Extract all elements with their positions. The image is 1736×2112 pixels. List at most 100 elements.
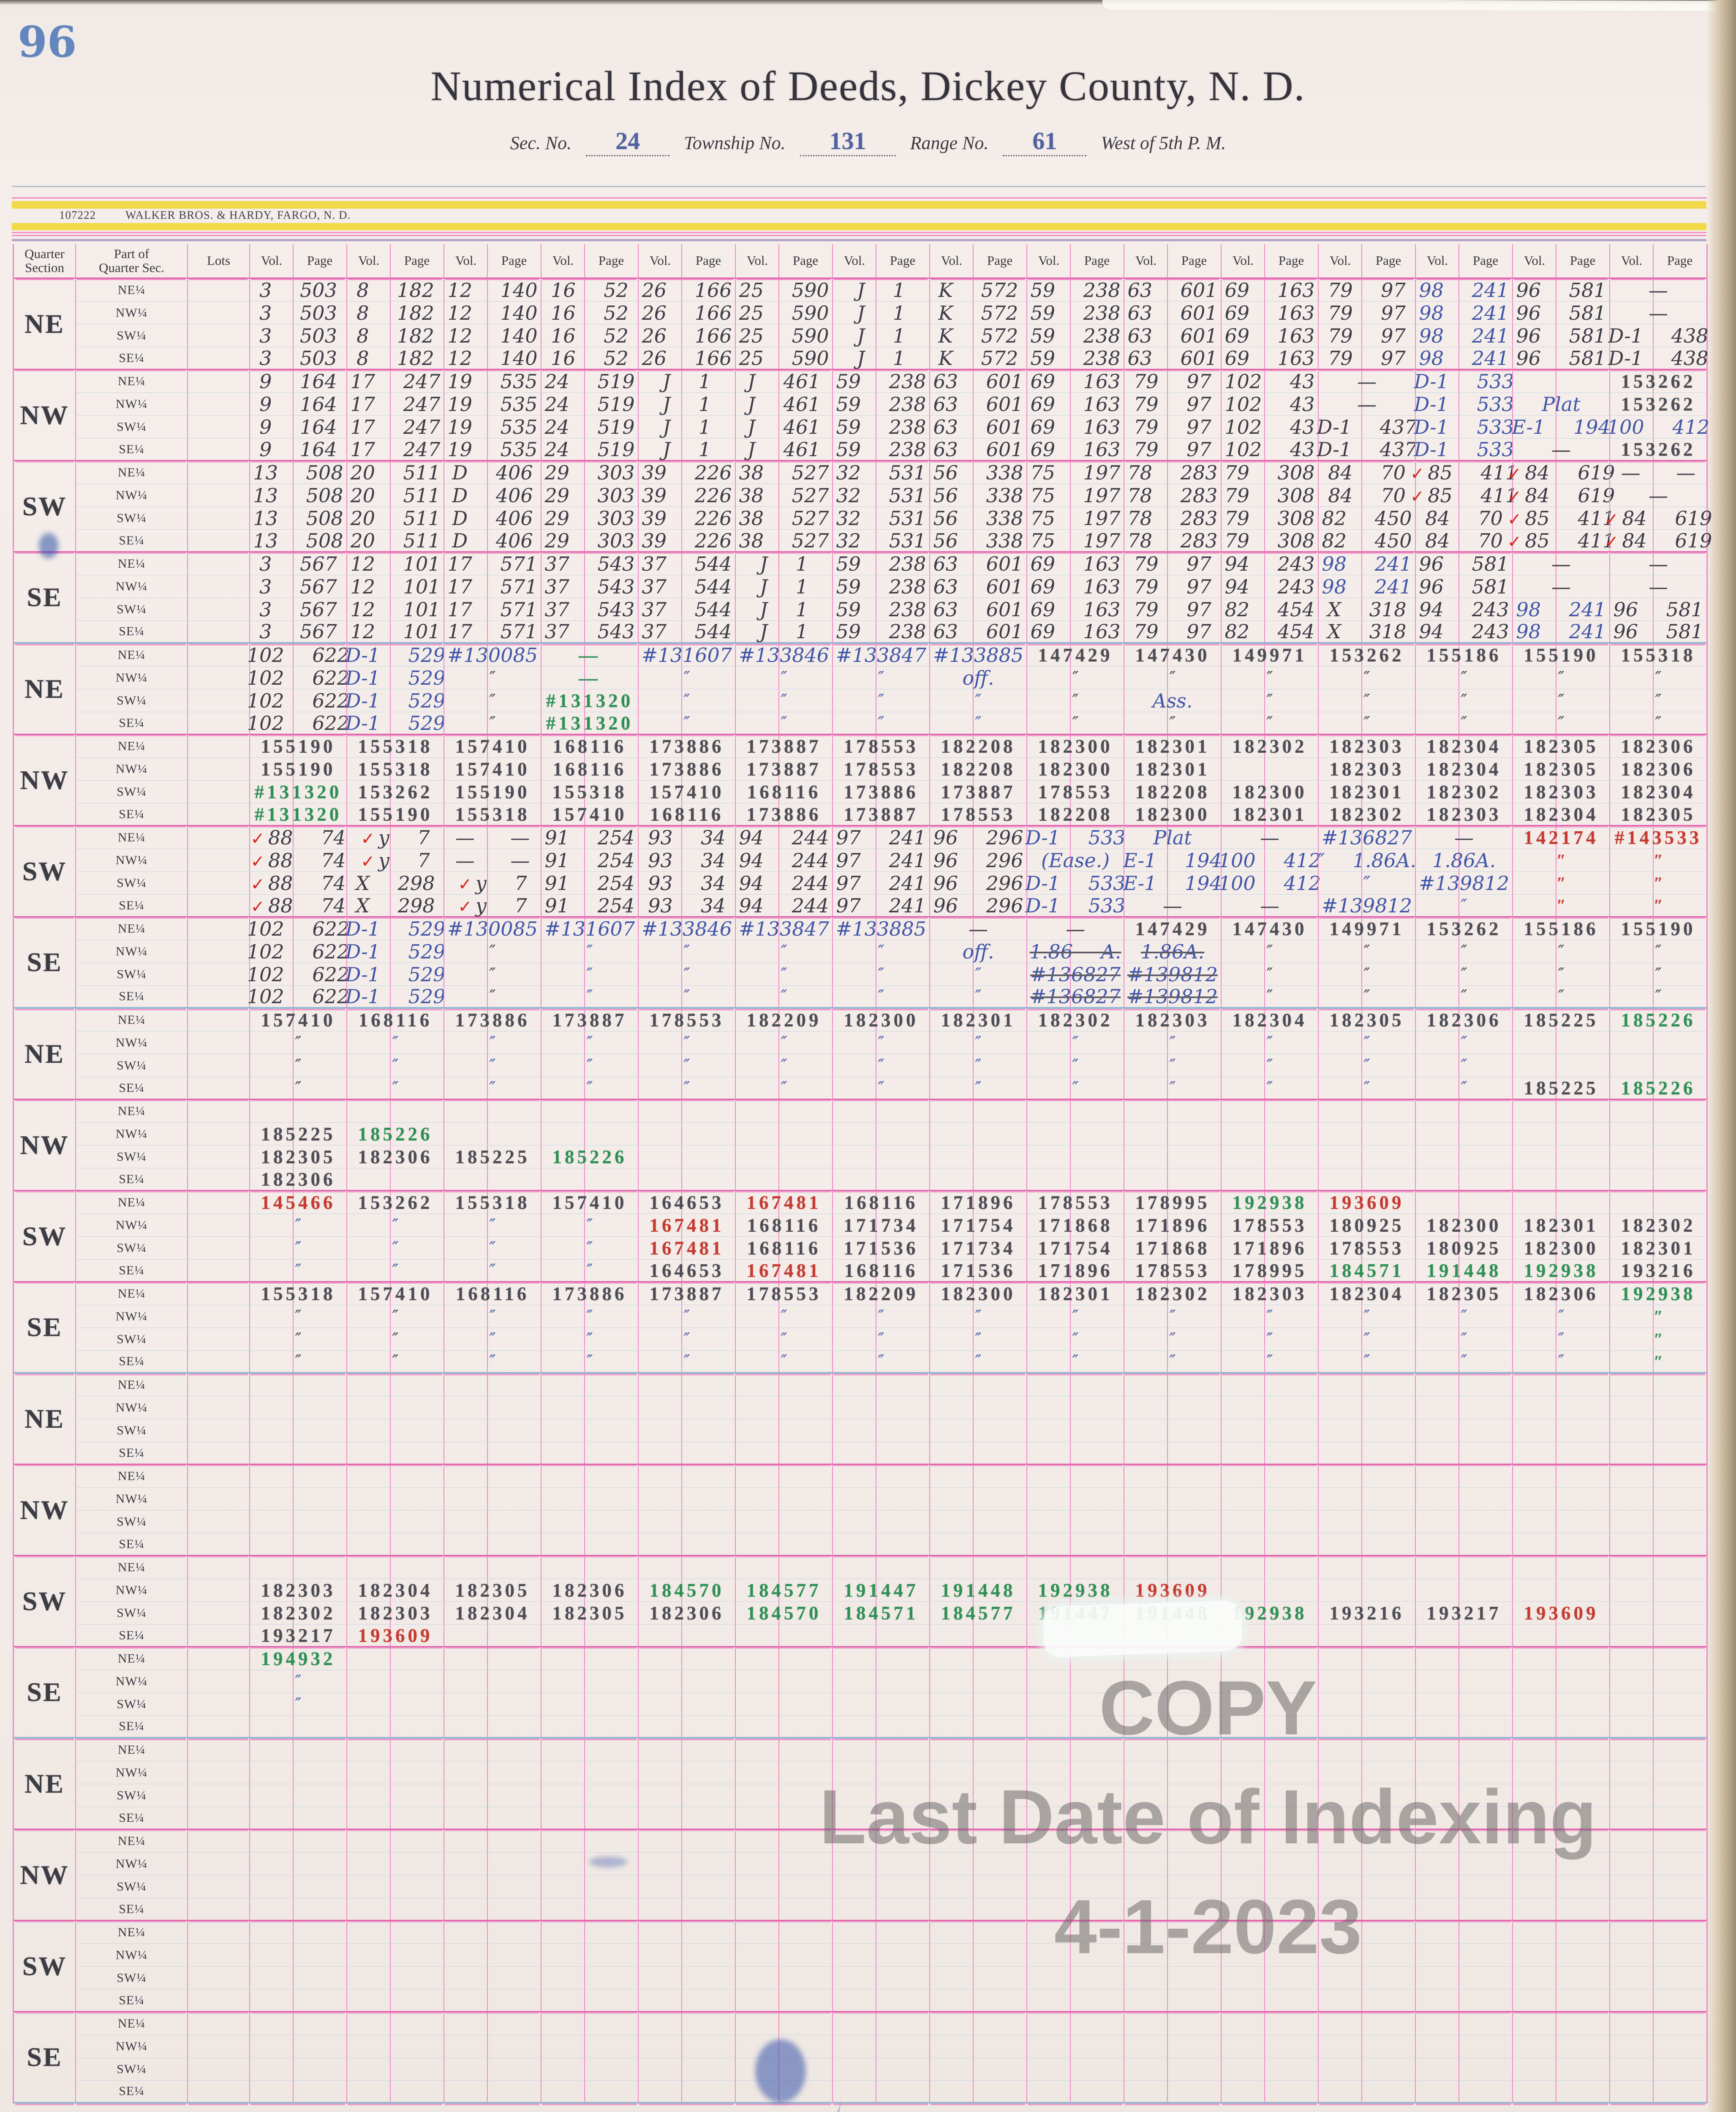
lots-cell [187,1693,249,1716]
entry-text: 178553 [941,803,1016,825]
table-cell [638,2012,735,2035]
entry-text: 37 544 [642,620,732,643]
table-cell [638,1898,735,1921]
table-cell [1124,1739,1221,1761]
entry-text: 63 601 [933,438,1023,461]
table-cell: 100 412 [1219,849,1321,872]
table-cell: 20 511 [346,461,444,484]
table-cell [638,1967,735,1990]
table-cell: 56 338 [929,461,1026,484]
entry-text: ″ [781,691,787,710]
part-label: SW¼ [75,1146,187,1168]
part-label: SW¼ [75,1419,187,1442]
entry-text: 147429 [1135,918,1210,939]
entry-text: 98 241 [1419,301,1509,324]
entry-text: ″ [1072,668,1079,688]
table-cell [346,1533,444,1556]
table-cell [1512,1146,1609,1168]
table-cell [346,2081,444,2104]
red-checkmark: ✓ [1604,532,1619,552]
part-label: SW¼ [75,598,187,621]
table-cell [1609,1625,1706,1647]
entry-text: ″ [1363,668,1370,688]
table-cell: ✓ y 7 [346,826,444,849]
table-cell: 32 531 [832,529,929,552]
entry-text: ″ [683,691,690,710]
entry-text: ″ [1461,987,1467,1006]
entry-text: 13 508 [253,484,343,507]
table-cell: ″ [444,1077,541,1100]
table-cell: K 572 [929,324,1026,347]
table-cell [444,1123,541,1146]
table-cell: 69 163 [1026,620,1124,644]
table-cell [1124,1100,1221,1123]
table-cell: ″ [1221,963,1318,986]
table-cell [832,1784,929,1807]
entry-text: 182300 [1426,1214,1502,1236]
table-cell [1415,1921,1512,1944]
entry-text: 98 241 [1322,575,1412,598]
table-cell [444,1761,541,1784]
entry-text: 9 164 [259,370,337,393]
entry-text: 171896 [1232,1237,1307,1259]
table-cell [832,1830,929,1853]
table-cell: ″ [444,1328,541,1351]
table-cell: 3 567 [249,620,346,644]
table-cell: J 1 [735,620,832,644]
table-cell [1221,2012,1318,2035]
table-cell [1512,1419,1609,1442]
table-cell [1124,1693,1221,1716]
table-cell: #131320 [249,781,346,803]
entry-text: 59 238 [1030,346,1121,370]
entry-text: — [1649,575,1668,598]
entry-text: 171754 [1038,1237,1113,1259]
table-cell: ″ [1026,1054,1124,1077]
part-label: NW¼ [75,1761,187,1784]
table-cell: 20 511 [346,507,444,530]
table-cell: 69 163 [1026,598,1124,621]
table-cell [1415,1442,1512,1465]
table-cell: ″ [638,1077,735,1100]
table-cell: 79 97 [1124,370,1221,393]
table-cell: X 298 [346,894,444,917]
table-cell: ″ [1609,963,1706,986]
entry-text: 91 254 [544,894,635,917]
table-cell [1026,2081,1124,2104]
table-cell: ″ [541,1237,638,1260]
table-cell [541,1944,638,1967]
table-cell: ″ [832,986,929,1009]
table-cell [541,1990,638,2012]
table-cell: 164653 [638,1191,735,1214]
table-cell: 167481 [638,1237,735,1260]
table-cell [444,1898,541,1921]
lots-cell [187,735,249,758]
entry-text: #133846 [641,917,732,940]
header-vol-page-pair: Vol. Page [1318,244,1415,279]
table-cell [832,1442,929,1465]
header-vol: Vol. [455,253,477,268]
table-cell [638,1442,735,1465]
entry-text: D-1 437 [1317,438,1417,461]
table-cell [929,1784,1026,1807]
entry-text: 3 567 [259,552,337,575]
lots-cell [187,552,249,575]
section-identifier-line: Sec. No. 24 Township No. 131 Range No. 6… [0,127,1736,156]
table-cell: 155318 [1609,644,1706,667]
table-cell [444,1511,541,1533]
table-cell: 29 303 [541,529,638,552]
entry-text: K 572 [938,346,1018,370]
table-cell [1124,1533,1221,1556]
table-cell: 182303 [1124,1009,1221,1032]
table-cell: 182300 [929,1282,1026,1305]
entry-text: 16 52 [551,278,629,302]
entry-text: 39 226 [642,506,732,530]
table-cell [1609,1647,1706,1670]
entry-text: 96 296 [933,826,1023,849]
table-cell: — [1415,826,1512,849]
entry-text: 102 622 [247,917,350,940]
table-cell: 182300 [1026,735,1124,758]
table-cell: 157410 [638,781,735,803]
part-label: SW¼ [75,1693,187,1716]
table-cell [1026,1146,1124,1168]
lots-cell [187,1853,249,1875]
